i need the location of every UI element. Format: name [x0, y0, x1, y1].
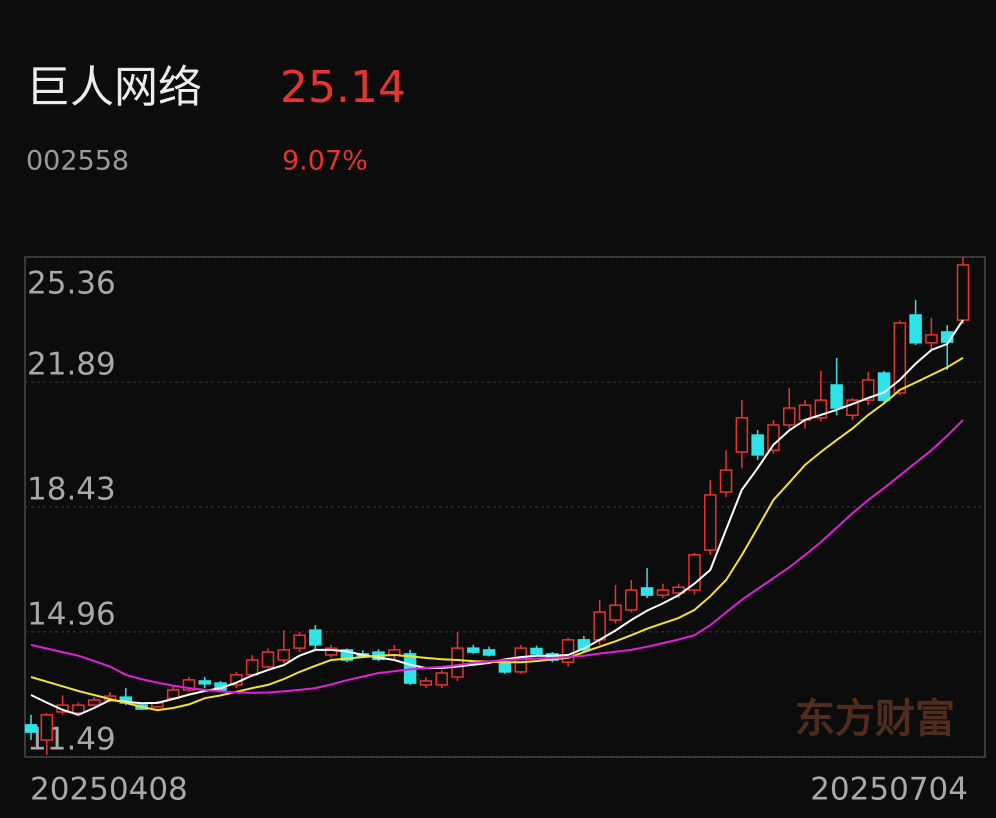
- candle-body: [925, 334, 938, 344]
- candle-body: [293, 634, 306, 649]
- y-tick-label: 25.36: [27, 266, 116, 302]
- candle-body: [467, 647, 480, 653]
- candle-body: [435, 672, 448, 686]
- stock-name: 巨人网络: [26, 62, 202, 113]
- candle-body: [782, 407, 796, 426]
- candle-body: [24, 724, 38, 733]
- candle-body: [340, 649, 354, 661]
- candle-body: [277, 649, 290, 661]
- watermark: 东方财富: [795, 695, 955, 742]
- candle-body: [609, 604, 622, 621]
- price-change: 9.07%: [282, 146, 368, 177]
- x-tick-label: 20250704: [810, 772, 968, 808]
- candle-body: [640, 587, 654, 596]
- candle-body: [861, 379, 875, 401]
- candle-body: [87, 699, 101, 706]
- candle-body: [419, 680, 433, 686]
- y-tick-label: 11.49: [27, 722, 116, 758]
- candle-body: [751, 434, 764, 456]
- candle-body: [56, 704, 69, 713]
- candle-body: [561, 639, 575, 663]
- moving-average-line: [30, 357, 964, 712]
- candle-body: [735, 417, 749, 453]
- candle-body: [451, 647, 464, 678]
- candle-body: [625, 589, 638, 611]
- moving-average-line: [30, 319, 964, 716]
- candle-body: [72, 704, 85, 714]
- candle-body: [40, 714, 54, 741]
- candle-body: [909, 314, 922, 344]
- candle-body: [498, 662, 512, 673]
- candle-body: [719, 469, 733, 493]
- candle-body: [893, 322, 907, 394]
- y-tick-label: 21.89: [27, 347, 116, 383]
- candle-body: [198, 680, 212, 685]
- x-tick-label: 20250408: [30, 772, 188, 808]
- candle-body: [846, 399, 859, 417]
- candle-body: [530, 647, 543, 655]
- candle-body: [814, 399, 828, 419]
- candle-body: [182, 679, 196, 691]
- candle-body: [309, 629, 322, 646]
- y-tick-label: 14.96: [27, 596, 116, 632]
- candle-body: [877, 372, 891, 401]
- stock-price: 25.14: [280, 62, 406, 113]
- stock-code: 002558: [26, 146, 129, 177]
- candle-body: [830, 384, 843, 409]
- candle-body: [324, 647, 338, 656]
- candle-body: [956, 264, 970, 321]
- candle-body: [704, 494, 717, 551]
- moving-average-line: [30, 419, 964, 694]
- candle-body: [593, 611, 606, 641]
- candle-body: [688, 554, 701, 591]
- candle-body: [245, 659, 259, 676]
- candle-body: [767, 424, 780, 451]
- y-tick-label: 18.43: [27, 471, 116, 507]
- candle-body: [482, 649, 496, 656]
- candle-body: [656, 589, 670, 596]
- candle-body: [261, 651, 275, 668]
